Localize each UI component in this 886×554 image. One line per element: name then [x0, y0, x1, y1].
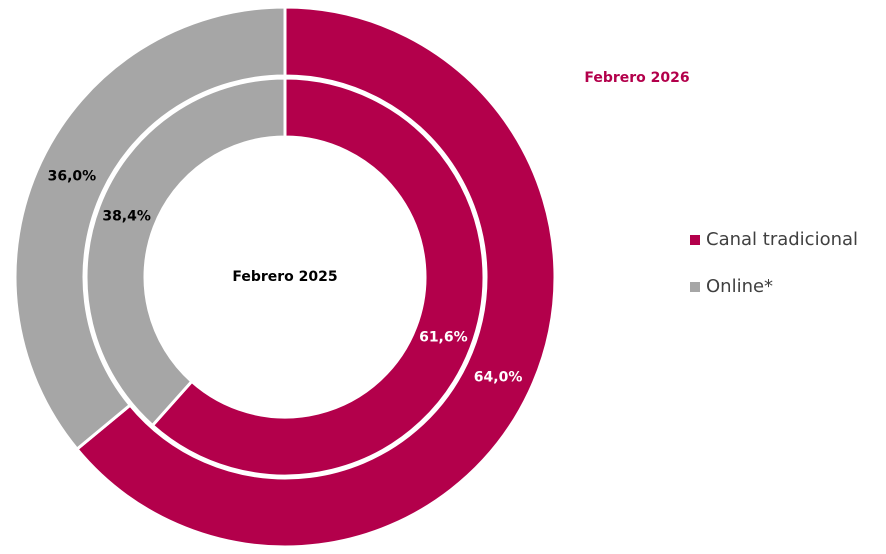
data-label: 38,4% [102, 209, 151, 225]
legend-swatch [690, 235, 700, 245]
data-label: 64,0% [474, 369, 523, 385]
donut-segment [74, 5, 557, 549]
outer-ring-title: Febrero 2026 [584, 70, 689, 86]
legend-swatch [690, 282, 700, 292]
data-label: 61,6% [419, 329, 468, 345]
data-label: 36,0% [48, 169, 97, 185]
legend-label: Canal tradicional [706, 229, 858, 250]
donut-segment [13, 5, 287, 452]
inner-ring-title: Febrero 2025 [232, 269, 337, 285]
donut-segment [84, 76, 287, 428]
donut-segment [150, 76, 486, 478]
legend-label: Online* [706, 276, 773, 297]
